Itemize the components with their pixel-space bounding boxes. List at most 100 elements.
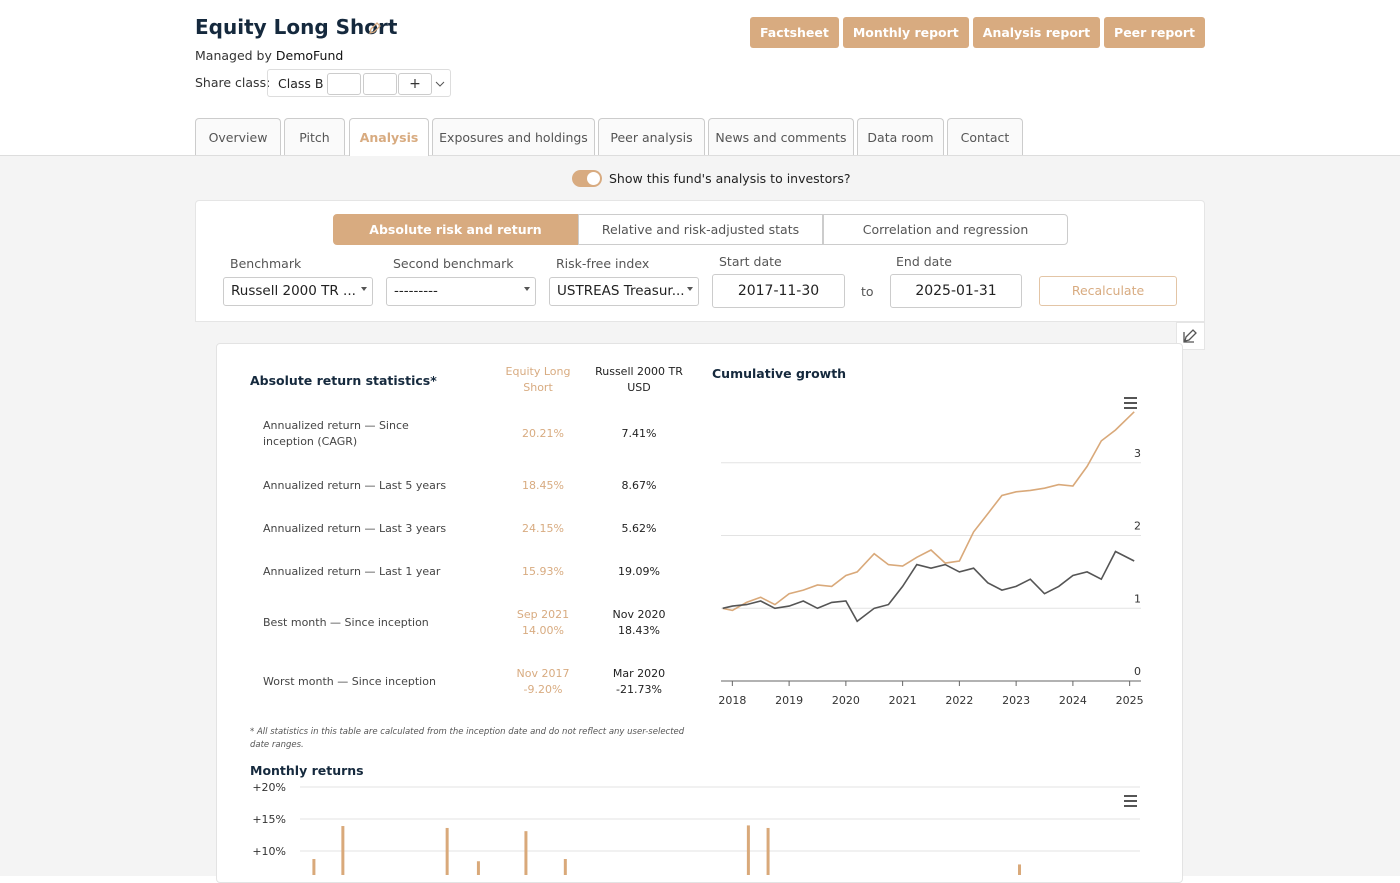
x-tick-label: 2023	[1002, 694, 1030, 707]
dropdown-arrow[interactable]	[435, 80, 445, 88]
tab[interactable]: Overview	[195, 118, 281, 155]
tab-label: Data room	[867, 130, 934, 145]
stat-value: Nov 2017	[516, 667, 570, 680]
y-tick-label: 1	[1134, 592, 1141, 605]
tab[interactable]: Analysis	[349, 118, 429, 156]
toggle-label: Show this fund's analysis to investors?	[609, 171, 851, 186]
report-button[interactable]: Factsheet	[749, 17, 839, 48]
stat-value: 14.00%	[522, 624, 564, 637]
tab[interactable]: Exposures and holdings	[432, 118, 595, 155]
select[interactable]: ---------	[386, 277, 536, 306]
stat-value: 8.67%	[621, 479, 657, 492]
monthly-chart: +20% +15% +10%	[252, 781, 1140, 875]
stat-value: Nov 2020	[612, 608, 666, 621]
bar	[312, 859, 316, 875]
select-arrow	[361, 287, 367, 291]
x-tick-label: 2021	[889, 694, 917, 707]
select[interactable]: USTREAS Treasur...	[549, 277, 699, 306]
report-button[interactable]: Peer report	[1104, 17, 1205, 48]
row-label: Annualized return — Last 5 years	[263, 479, 447, 492]
select-arrow	[524, 287, 530, 291]
line-series	[722, 550, 1135, 623]
stat-cell: 20.21%	[498, 426, 588, 442]
bar	[1018, 864, 1022, 875]
delete-class-button[interactable]	[363, 73, 397, 95]
subtab[interactable]: Relative and risk-adjusted stats	[578, 214, 823, 245]
stat-value: 18.45%	[522, 479, 564, 492]
tab[interactable]: Data room	[857, 118, 944, 155]
y-tick-label: +10%	[252, 845, 286, 858]
stat-cell: Sep 2021 14.00%	[498, 607, 588, 639]
tab[interactable]: Peer analysis	[598, 118, 705, 155]
toggle[interactable]	[572, 170, 602, 187]
tab-label: Exposures and holdings	[439, 130, 588, 145]
tab[interactable]: Pitch	[284, 118, 345, 155]
x-tick-label: 2024	[1059, 694, 1087, 707]
select-value: Russell 2000 TR ...	[231, 283, 356, 299]
subtab[interactable]: Correlation and regression	[823, 214, 1068, 245]
tab[interactable]: News and comments	[708, 118, 854, 155]
stat-cell: Mar 2020 -21.73%	[594, 666, 684, 698]
bar	[766, 827, 770, 875]
add-class-button[interactable]: +	[398, 73, 432, 95]
stat-cell: 5.62%	[594, 521, 684, 537]
fund-title: Equity Long Short	[195, 15, 398, 39]
select[interactable]: Russell 2000 TR ...	[223, 277, 373, 306]
tab-label: Peer analysis	[610, 130, 693, 145]
row-label: Annualized return — Since inception (CAG…	[263, 419, 409, 448]
cumulative-title: Cumulative growth	[712, 366, 847, 381]
select-value: ---------	[394, 283, 438, 299]
manager[interactable]: DemoFund	[275, 48, 344, 63]
x-tick-label: 2018	[718, 694, 746, 707]
y-tick-label: +15%	[252, 813, 286, 826]
end-date-label: End date	[896, 254, 952, 269]
menu-icon	[1124, 800, 1137, 802]
field-label: Risk-free index	[556, 256, 650, 271]
select-arrow	[687, 287, 693, 291]
line-series	[722, 411, 1135, 612]
bar	[445, 827, 449, 875]
stat-cell: Nov 2020 18.43%	[594, 607, 684, 639]
end-date[interactable]: 2025-01-31	[890, 274, 1022, 308]
x-tick-label: 2025	[1116, 694, 1144, 707]
stat-value: -21.73%	[616, 683, 662, 696]
share-class-label: Share class:	[195, 75, 271, 90]
tab[interactable]: Contact	[947, 118, 1023, 155]
tab-label: Contact	[960, 130, 1010, 145]
menu-icon	[1124, 397, 1137, 399]
y-tick-label: +20%	[252, 781, 286, 794]
analysis-card	[216, 343, 1183, 883]
field-label: Benchmark	[230, 256, 302, 271]
x-tick-label: 2019	[775, 694, 803, 707]
stat-value: 20.21%	[522, 427, 564, 440]
menu-icon	[1124, 407, 1137, 409]
edit-icon[interactable]	[368, 21, 382, 35]
field-label: Second benchmark	[393, 256, 514, 271]
bar	[524, 831, 528, 875]
subtab[interactable]: Absolute risk and return	[333, 214, 578, 245]
select-value: USTREAS Treasur...	[557, 283, 685, 299]
start-date[interactable]: 2017-11-30	[712, 274, 845, 308]
start-date-label: Start date	[719, 254, 782, 269]
share-class[interactable]: Class B	[278, 76, 324, 91]
row-label: Annualized return — Last 1 year	[263, 565, 441, 578]
stat-value: -9.20%	[523, 683, 563, 696]
report-button[interactable]: Analysis report	[972, 17, 1101, 48]
tab-label: Pitch	[299, 130, 330, 145]
stats-title: Absolute return statistics*	[250, 373, 437, 388]
stat-cell: Nov 2017 -9.20%	[498, 666, 588, 698]
stat-cell: 15.93%	[498, 564, 588, 580]
stat-value: 19.09%	[618, 565, 660, 578]
bar	[341, 826, 345, 875]
bar	[563, 859, 567, 875]
bar	[476, 861, 480, 875]
cumulative-chart: 0 1 2 3 2018 2019 2020 2021 2022 2023 2024 2025	[718, 397, 1144, 707]
stat-cell: 19.09%	[594, 564, 684, 580]
report-button[interactable]: Monthly report	[842, 17, 969, 48]
recalculate-button[interactable]: Recalculate	[1039, 276, 1177, 306]
tab-label: Overview	[208, 130, 268, 145]
to-label: to	[861, 284, 874, 299]
report-buttons: Factsheet Monthly report Analysis report Pe…	[749, 17, 1205, 48]
menu-icon	[1124, 402, 1137, 404]
edit-class-button[interactable]	[327, 73, 361, 95]
